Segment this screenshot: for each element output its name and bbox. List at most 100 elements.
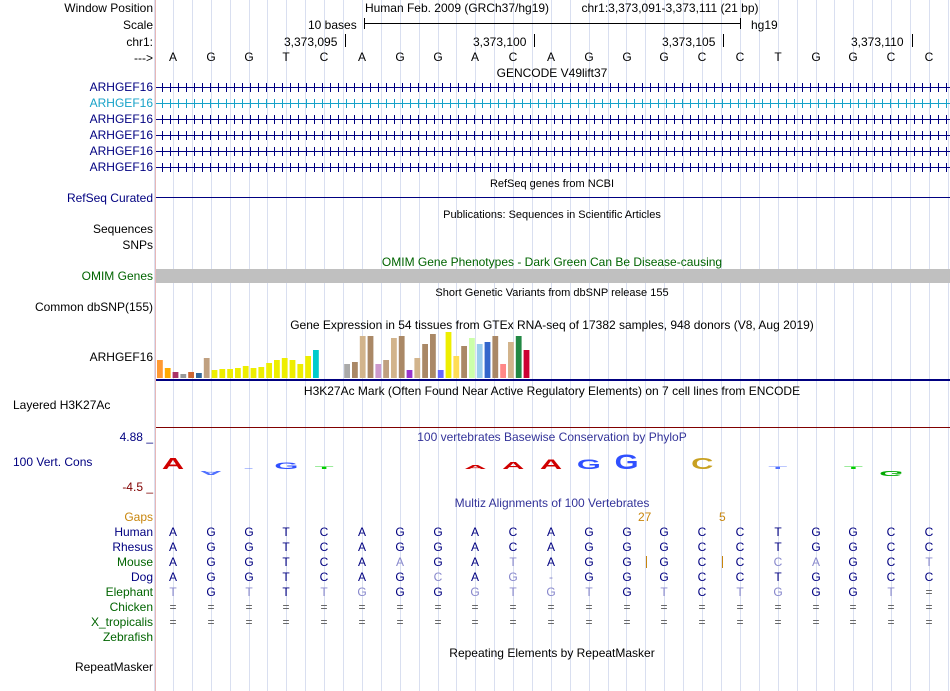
- gtex-bar[interactable]: [258, 367, 265, 378]
- gtex-bar[interactable]: [196, 373, 202, 378]
- base-letter: C: [697, 585, 707, 599]
- gencode-track-label[interactable]: ARHGEF16: [89, 160, 153, 174]
- base-letter: =: [509, 600, 517, 614]
- species-label-chicken[interactable]: Chicken: [109, 600, 153, 614]
- gridline: [929, 0, 930, 691]
- base-letter: =: [320, 600, 328, 614]
- gencode-track-label[interactable]: ARHGEF16: [89, 112, 153, 126]
- gtex-bar[interactable]: [453, 356, 460, 378]
- gtex-track-label[interactable]: ARHGEF16: [89, 350, 153, 364]
- gtex-bar[interactable]: [414, 358, 421, 378]
- species-label-human[interactable]: Human: [114, 525, 153, 539]
- gtex-bar[interactable]: [500, 364, 506, 378]
- conservation-track-label[interactable]: 100 Vert. Cons: [13, 455, 93, 469]
- species-label-zebrafish[interactable]: Zebrafish: [102, 630, 153, 644]
- base-letter: C: [508, 50, 518, 64]
- gtex-bar[interactable]: [211, 370, 218, 378]
- gtex-bar[interactable]: [469, 338, 475, 378]
- track-image-area[interactable]: Human Feb. 2009 (GRCh37/hg19) chr1:3,373…: [154, 0, 950, 691]
- snps-track-label[interactable]: SNPs: [122, 238, 153, 252]
- gtex-bar[interactable]: [235, 368, 241, 378]
- gencode-transcript[interactable]: [156, 147, 950, 156]
- base-letter: A: [546, 50, 556, 64]
- base-letter: C: [886, 50, 896, 64]
- sequences-track-label[interactable]: Sequences: [92, 222, 153, 236]
- gencode-track-label[interactable]: ARHGEF16: [89, 128, 153, 142]
- species-label-dog[interactable]: Dog: [130, 570, 153, 584]
- gtex-bar[interactable]: [461, 346, 467, 378]
- gtex-bar[interactable]: [157, 360, 163, 378]
- base-letter: G: [395, 50, 405, 64]
- base-letter: A: [470, 570, 480, 584]
- gtex-bar[interactable]: [430, 334, 436, 378]
- gtex-bar[interactable]: [383, 360, 389, 378]
- gtex-bar-chart[interactable]: [156, 332, 950, 382]
- gridline: [910, 0, 911, 691]
- species-label-elephant[interactable]: Elephant: [105, 585, 153, 599]
- phylop-letter: T: [844, 466, 864, 470]
- gtex-bar[interactable]: [515, 336, 522, 378]
- dbsnp-track-label[interactable]: Common dbSNP(155): [34, 300, 153, 314]
- gencode-track-label[interactable]: ARHGEF16: [89, 96, 153, 110]
- phylop-logo[interactable]: A A- G T A A A G G C T TG: [156, 445, 950, 490]
- gtex-bar[interactable]: [484, 342, 491, 378]
- gencode-track-label[interactable]: ARHGEF16: [89, 80, 153, 94]
- gtex-bar[interactable]: [344, 364, 350, 378]
- refseq-gene-line[interactable]: [156, 197, 950, 198]
- strand-arrow-label[interactable]: --->: [134, 51, 153, 65]
- base-letter: G: [584, 555, 594, 569]
- refseq-track-label[interactable]: RefSeq Curated: [66, 191, 153, 205]
- gencode-transcript[interactable]: [156, 163, 950, 172]
- gtex-bar[interactable]: [188, 372, 194, 378]
- species-label-xtropicalis[interactable]: X_tropicalis: [90, 615, 153, 629]
- gtex-bar[interactable]: [164, 368, 171, 378]
- gtex-bar[interactable]: [352, 362, 358, 378]
- gtex-bar[interactable]: [281, 358, 288, 378]
- base-letter: C: [319, 555, 329, 569]
- gtex-bar[interactable]: [180, 374, 187, 378]
- base-letter: G: [659, 570, 669, 584]
- gtex-bar[interactable]: [227, 369, 233, 378]
- gtex-bar[interactable]: [422, 344, 428, 378]
- gtex-bar[interactable]: [250, 368, 257, 378]
- base-letter: A: [168, 555, 178, 569]
- gtex-bar[interactable]: [406, 370, 413, 378]
- gtex-bar[interactable]: [398, 336, 405, 378]
- gtex-bar[interactable]: [172, 372, 179, 378]
- base-letter: G: [659, 555, 669, 569]
- repeatmasker-track-label[interactable]: RepeatMasker: [74, 660, 153, 674]
- gencode-transcript[interactable]: [156, 99, 950, 108]
- gencode-transcript[interactable]: [156, 115, 950, 124]
- species-label-rhesus[interactable]: Rhesus: [112, 540, 153, 554]
- base-letter: C: [697, 540, 707, 554]
- omim-track-label[interactable]: OMIM Genes: [81, 269, 153, 283]
- gtex-bar[interactable]: [492, 336, 499, 378]
- gtex-bar[interactable]: [219, 369, 226, 378]
- gtex-bar[interactable]: [297, 364, 304, 378]
- gtex-bar[interactable]: [437, 370, 444, 378]
- gtex-bar[interactable]: [289, 360, 296, 378]
- gtex-bar[interactable]: [305, 356, 311, 378]
- gtex-bar[interactable]: [523, 350, 530, 378]
- gencode-track-label[interactable]: ARHGEF16: [89, 144, 153, 158]
- gtex-bar[interactable]: [508, 342, 514, 378]
- gtex-bar[interactable]: [274, 360, 280, 378]
- base-letter: T: [509, 585, 517, 599]
- gtex-bar[interactable]: [266, 363, 272, 378]
- gtex-bar[interactable]: [375, 364, 382, 378]
- gtex-bar[interactable]: [359, 336, 366, 378]
- gencode-transcript[interactable]: [156, 131, 950, 140]
- gtex-bar[interactable]: [476, 344, 483, 378]
- gtex-bar[interactable]: [367, 336, 374, 378]
- gtex-bar[interactable]: [242, 366, 249, 378]
- h3k27ac-track-label[interactable]: Layered H3K27Ac: [13, 398, 111, 412]
- base-letter: =: [509, 615, 517, 629]
- omim-gene-bar[interactable]: [156, 269, 950, 283]
- species-label-mouse[interactable]: Mouse: [116, 555, 153, 569]
- gtex-bar[interactable]: [391, 338, 397, 378]
- gtex-bar[interactable]: [445, 332, 452, 378]
- gtex-bar[interactable]: [203, 358, 210, 378]
- gtex-bar[interactable]: [313, 350, 319, 378]
- gencode-transcript[interactable]: [156, 83, 950, 92]
